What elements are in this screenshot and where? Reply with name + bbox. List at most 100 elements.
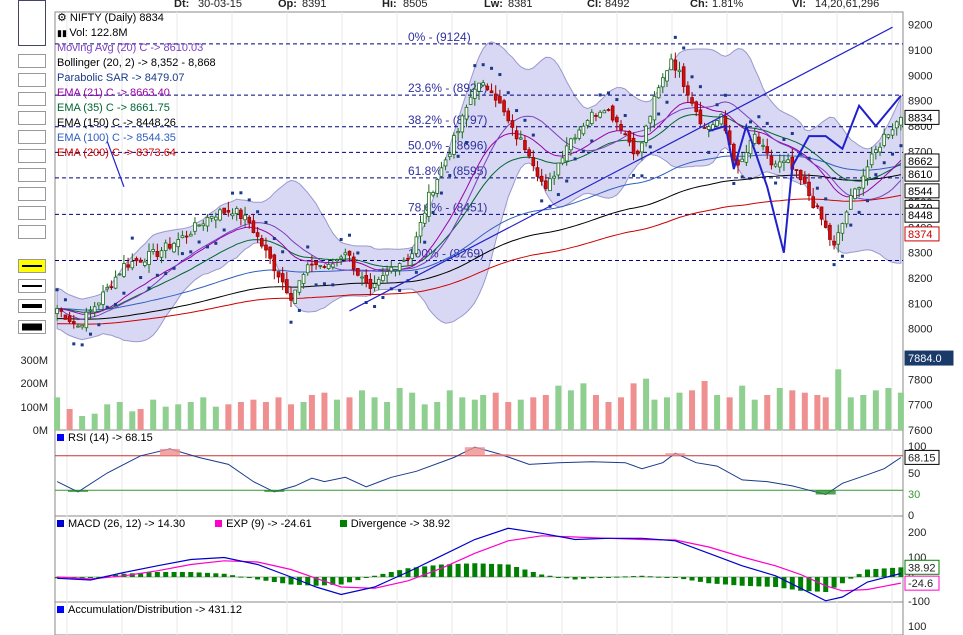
sar-dot xyxy=(180,252,184,256)
macd-div-badge xyxy=(904,559,940,575)
open-value: 8391 xyxy=(302,0,327,10)
price-badge xyxy=(904,109,940,125)
sar-dot xyxy=(615,98,619,102)
color-swatch-red[interactable] xyxy=(18,54,46,68)
line-style-thick[interactable] xyxy=(18,320,46,334)
volume-bar xyxy=(789,390,796,430)
color-swatch-green[interactable] xyxy=(18,73,46,87)
macd-divergence-bar xyxy=(204,572,210,577)
macd-legend-text: MACD (26, 12) -> 14.30 xyxy=(68,518,186,530)
volume-bar xyxy=(885,388,892,430)
color-swatch-yellow[interactable] xyxy=(18,92,46,106)
volume-bar xyxy=(79,416,86,430)
color-swatch-purple[interactable] xyxy=(18,187,46,201)
price-badge-label: 7884.0 xyxy=(908,353,942,365)
color-swatch-black[interactable] xyxy=(18,111,46,125)
color-swatch-blue[interactable] xyxy=(18,0,46,46)
candle-body xyxy=(744,152,749,163)
candle-body xyxy=(606,109,611,111)
candle-body xyxy=(865,166,870,179)
candle-body xyxy=(481,82,485,86)
ad-panel-frame xyxy=(54,601,904,635)
macd-divergence-bar xyxy=(564,577,570,579)
exp-line xyxy=(57,535,902,592)
sar-dot xyxy=(640,174,644,178)
macd-tick-label: 200 xyxy=(908,527,926,539)
rsi-value-badge xyxy=(904,449,940,465)
color-swatch-white[interactable] xyxy=(18,149,46,163)
candle-body xyxy=(67,315,72,323)
ma20-line xyxy=(56,101,902,320)
candle-body xyxy=(690,97,694,104)
candle-body xyxy=(773,163,778,167)
candle-body xyxy=(272,254,277,272)
candle-body xyxy=(239,209,243,219)
macd-divergence-bar xyxy=(539,574,545,577)
sar-dot xyxy=(264,220,268,224)
low-value: 8381 xyxy=(508,0,533,10)
candle-body xyxy=(101,291,105,305)
candle-body xyxy=(573,137,577,140)
sar-dot xyxy=(147,286,151,290)
candle-body xyxy=(293,289,297,304)
sar-dot xyxy=(231,191,235,195)
sar-dot xyxy=(439,191,443,195)
candle-body xyxy=(861,175,866,189)
chart-title: NIFTY (Daily) 8834 xyxy=(69,12,164,24)
candle-body xyxy=(539,175,544,182)
sar-dot xyxy=(665,100,669,104)
candle-body xyxy=(894,121,899,129)
sar-dot xyxy=(348,233,352,237)
macd-divergence-bar xyxy=(647,576,653,578)
low-label: Lw: xyxy=(484,0,503,10)
candle-body xyxy=(109,286,114,289)
change-label: Ch: xyxy=(690,0,709,10)
candle-body xyxy=(418,221,423,237)
candle-body xyxy=(55,308,59,314)
candle-body xyxy=(243,214,247,221)
macd-divergence-bar xyxy=(238,576,244,578)
candle-body xyxy=(518,137,523,140)
macd-divergence-bar xyxy=(146,572,152,577)
macd-divergence-bar xyxy=(547,575,553,577)
color-swatch-navy[interactable] xyxy=(18,225,46,239)
price-badge xyxy=(904,207,940,223)
sar-dot xyxy=(573,157,577,161)
macd-divergence-bar xyxy=(722,577,728,585)
candle-body xyxy=(230,213,235,217)
candle-body xyxy=(782,160,786,164)
macd-divergence-bar xyxy=(363,577,369,578)
candle-body xyxy=(422,212,427,224)
candle-body xyxy=(63,314,68,320)
candle-body xyxy=(322,266,327,268)
sar-dot xyxy=(281,250,285,254)
volume-bar xyxy=(150,399,157,430)
candle-body xyxy=(798,169,803,181)
color-swatch-brown[interactable] xyxy=(18,130,46,144)
sar-dot xyxy=(698,85,702,89)
candle-body xyxy=(548,178,552,192)
ema35-line xyxy=(57,113,902,313)
candle-body xyxy=(289,292,293,301)
volume-bar xyxy=(701,381,708,430)
macd-divergence-bar xyxy=(572,577,578,580)
price-tick-label: 8100 xyxy=(908,298,932,310)
line-style-medium[interactable] xyxy=(18,299,46,313)
line-style-yellow-thin[interactable] xyxy=(18,259,46,273)
line-style-thin[interactable] xyxy=(18,279,46,293)
sar-dot xyxy=(105,305,109,309)
sar-dot xyxy=(189,250,193,254)
color-swatch-cyan[interactable] xyxy=(18,168,46,182)
candle-body xyxy=(485,85,490,91)
macd-divergence-bar xyxy=(438,564,444,577)
rsi-overbought-fill xyxy=(159,448,180,456)
candle-body xyxy=(97,302,101,306)
candle-body xyxy=(452,135,456,155)
color-swatch-violet[interactable] xyxy=(18,206,46,220)
change-value: 1.81% xyxy=(712,0,744,10)
sar-dot xyxy=(840,254,844,258)
macd-divergence-bar xyxy=(697,577,703,582)
sar-dot xyxy=(72,342,76,346)
price-badge xyxy=(904,350,954,366)
